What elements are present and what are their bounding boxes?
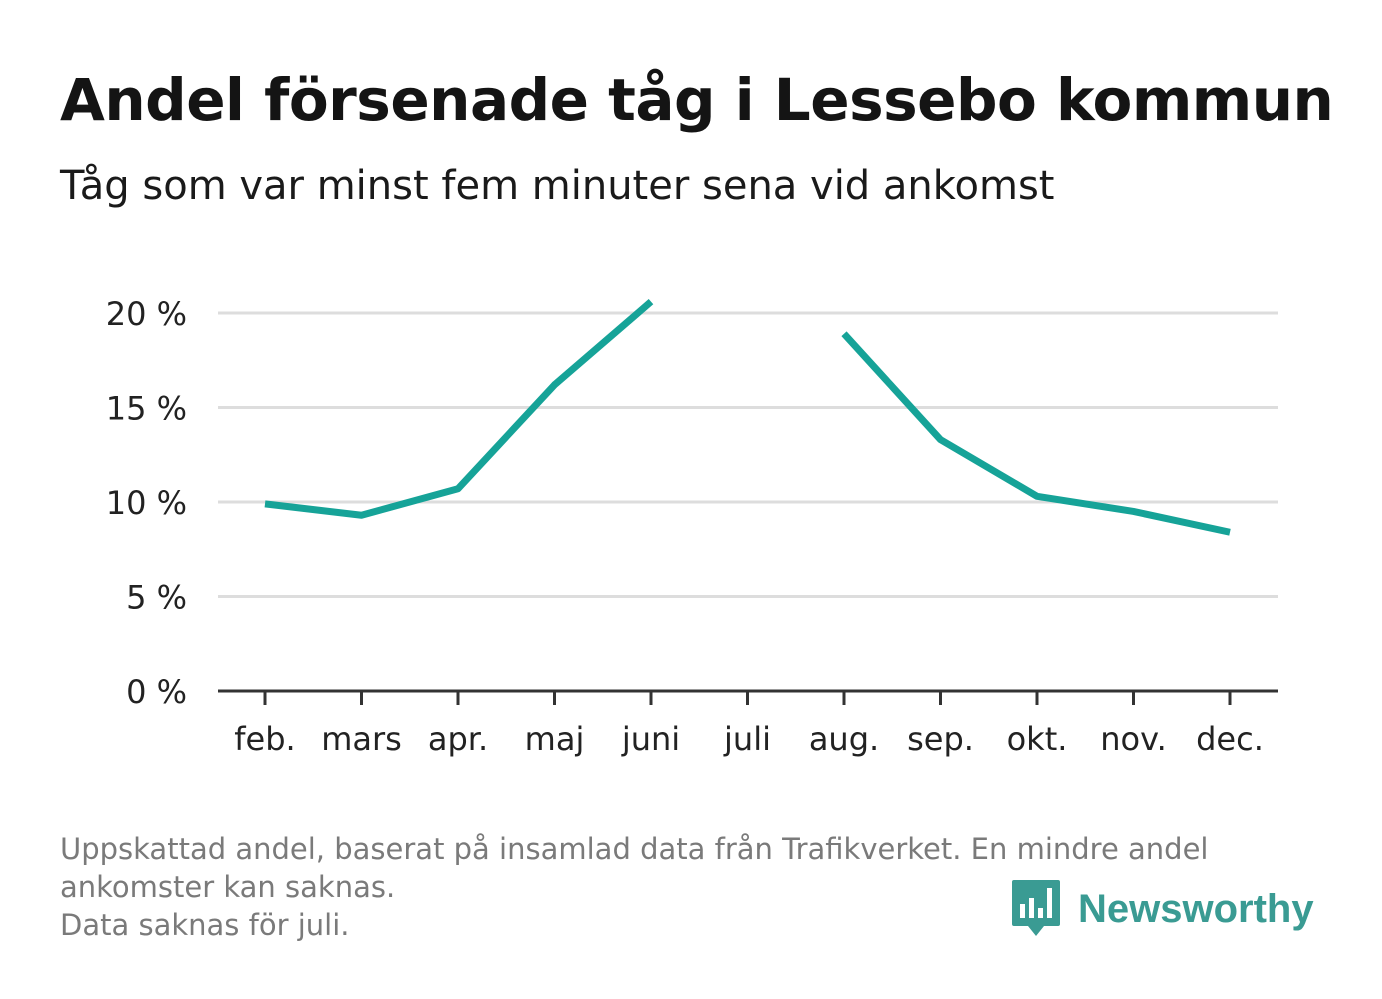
bar-chart-speech-bubble-icon xyxy=(1012,880,1060,936)
x-axis xyxy=(218,689,1278,705)
x-tick-label: juli xyxy=(723,720,771,758)
y-tick-label: 15 % xyxy=(106,390,187,428)
logo-text: Newsworthy xyxy=(1078,886,1314,931)
x-tick-label: aug. xyxy=(809,720,879,758)
chart-subtitle: Tåg som var minst fem minuter sena vid a… xyxy=(60,163,1055,209)
x-tick-label: feb. xyxy=(234,720,295,758)
chart-title: Andel försenade tåg i Lessebo kommun xyxy=(60,66,1334,134)
y-tick-label: 0 % xyxy=(126,673,187,711)
newsworthy-logo: Newsworthy xyxy=(1010,878,1314,940)
y-tick-label: 10 % xyxy=(106,484,187,522)
series-line xyxy=(841,331,1231,536)
footnote: Uppskattad andel, baserat på insamlad da… xyxy=(60,830,1310,944)
series-line xyxy=(264,299,654,519)
x-tick-label: juni xyxy=(621,720,680,758)
y-tick-label: 20 % xyxy=(106,295,187,333)
x-tick-label: maj xyxy=(525,720,585,758)
x-tick-label: nov. xyxy=(1100,720,1166,758)
x-axis-labels: feb. mars apr. maj juni juli aug. sep. okt. nov. d… xyxy=(234,720,1264,758)
y-axis-labels: 0 % 5 % 10 % 15 % 20 % xyxy=(106,295,187,711)
series xyxy=(264,299,1231,536)
footnote-line-1: Uppskattad andel, baserat på insamlad da… xyxy=(60,832,1209,866)
x-tick-label: sep. xyxy=(907,720,974,758)
x-tick-label: dec. xyxy=(1196,720,1264,758)
gridlines xyxy=(218,311,1278,598)
x-tick-label: okt. xyxy=(1007,720,1068,758)
x-tick-label: mars xyxy=(321,720,402,758)
y-tick-label: 5 % xyxy=(126,579,187,617)
footnote-line-2: ankomster kan saknas. xyxy=(60,870,396,904)
footnote-line-3: Data saknas för juli. xyxy=(60,908,350,942)
x-tick-label: apr. xyxy=(428,720,488,758)
